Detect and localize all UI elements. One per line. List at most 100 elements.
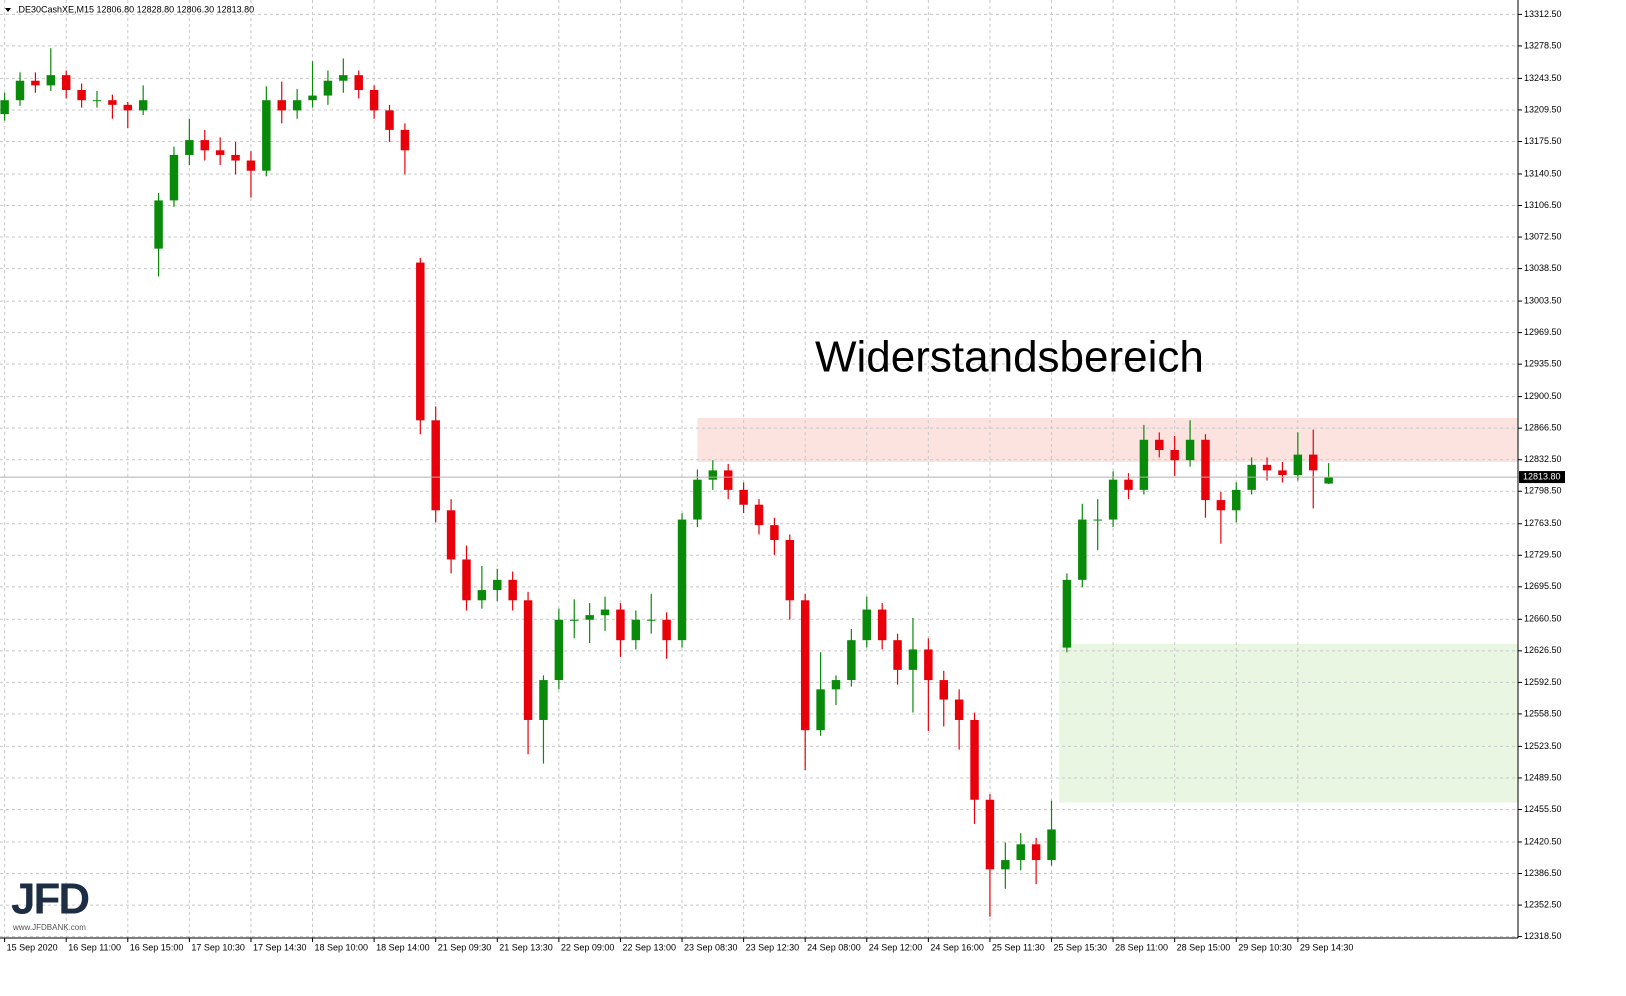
candle-body [877,609,887,641]
candle-body [1309,454,1318,471]
y-tick-label: 12866.50 [1524,423,1562,433]
candle-body [847,640,856,681]
candle-body [754,504,764,526]
x-tick-label: 23 Sep 12:30 [746,942,800,952]
candle-body [1155,439,1164,450]
candle-body [0,100,9,115]
y-tick-label: 12969.50 [1524,327,1562,337]
y-tick-label: 12592.50 [1524,677,1562,687]
candle-body [138,100,148,111]
candle-body [262,100,271,171]
candle-body [1201,439,1210,501]
candle-body [924,649,933,681]
zone [1059,643,1518,803]
candle-body [231,154,240,161]
x-tick-label: 25 Sep 15:30 [1054,942,1108,952]
x-tick-label: 24 Sep 12:00 [869,942,923,952]
candle-body [862,609,872,641]
candle-body [1262,464,1272,471]
candle-body [662,619,671,641]
x-tick-label: 22 Sep 13:00 [622,942,676,952]
candle-body [246,160,256,171]
candle-body [985,799,995,870]
candle-body [323,80,333,96]
x-tick-label: 15 Sep 2020 [7,942,58,952]
candle-body [508,579,517,601]
candle-body [1232,489,1241,511]
annotation: Widerstandsbereich [815,333,1204,382]
candle-body [785,539,795,601]
candle-body [970,719,979,800]
candle-body [954,699,964,720]
y-tick-label: 12729.50 [1524,550,1562,560]
candle-body [277,100,286,111]
y-tick-label: 12455.50 [1524,804,1562,814]
y-tick-label: 12489.50 [1524,772,1562,782]
x-tick-label: 23 Sep 08:30 [684,942,738,952]
y-tick-label: 12832.50 [1524,454,1562,464]
y-tick-label: 13038.50 [1524,263,1562,273]
y-tick-label: 12798.50 [1524,486,1562,496]
candle-body [554,619,564,681]
menu-arrow[interactable] [5,8,11,12]
candle-body [46,75,56,86]
candle-body [739,489,748,505]
y-tick-label: 13312.50 [1524,9,1562,19]
candle-body [1062,579,1072,648]
candle-body [677,519,687,641]
y-tick-label: 12558.50 [1524,708,1562,718]
candles [0,48,1518,917]
candle-body [708,470,718,480]
y-tick-label: 12420.50 [1524,836,1562,846]
y-tick-label: 12935.50 [1524,359,1562,369]
candle-body [354,75,363,90]
x-tick-label: 16 Sep 11:00 [68,942,121,952]
candle-body [1001,860,1010,870]
candle-body [31,80,40,86]
y-tick-label: 13072.50 [1524,231,1562,241]
candle-body [1278,470,1287,476]
candle-body [339,75,348,81]
zones [697,417,1518,803]
candle-body [1170,449,1179,461]
y-tick-label: 12523.50 [1524,741,1562,751]
y-tick-label: 12626.50 [1524,645,1562,655]
candle-body [1108,479,1118,520]
x-tick-label: 28 Sep 11:00 [1115,942,1168,952]
candle-body [600,609,610,616]
candle-body [816,689,825,731]
candle-body [939,680,948,700]
logo: JFD [11,875,88,924]
candle-body [416,262,425,421]
x-tick-label: 17 Sep 14:30 [253,942,307,952]
x-tick-label: 22 Sep 09:00 [561,942,615,952]
candle-body [446,510,456,560]
candle-body [800,600,810,731]
labels: 13312.50 13278.50 13243.50 13209.50 13175.50… [4,9,1565,952]
candle-body [1047,829,1056,861]
candle-body [77,89,86,101]
candle-body [493,579,502,591]
candle-body [431,420,440,511]
y-tick-label: 13278.50 [1524,40,1562,50]
x-tick-label: 28 Sep 15:00 [1177,942,1231,952]
candle-body [1185,439,1195,461]
candle-body [1293,454,1303,476]
x-tick-label: 21 Sep 09:30 [438,942,492,952]
candle-body [893,640,902,670]
candle-body [1139,439,1149,490]
x-tick-label: 29 Sep 10:30 [1238,942,1292,952]
candle-body [292,100,302,111]
x-tick-label: 18 Sep 14:00 [376,942,430,952]
y-tick-label: 12386.50 [1524,868,1562,878]
candle-body [385,110,394,130]
x-tick-label: 17 Sep 10:30 [191,942,245,952]
candle-body [616,609,625,641]
candle-body [15,80,25,101]
candle-body [646,619,656,621]
y-tick-label: 12695.50 [1524,581,1562,591]
y-tick-label: 12900.50 [1524,391,1562,401]
y-tick-label: 13106.50 [1524,200,1562,210]
